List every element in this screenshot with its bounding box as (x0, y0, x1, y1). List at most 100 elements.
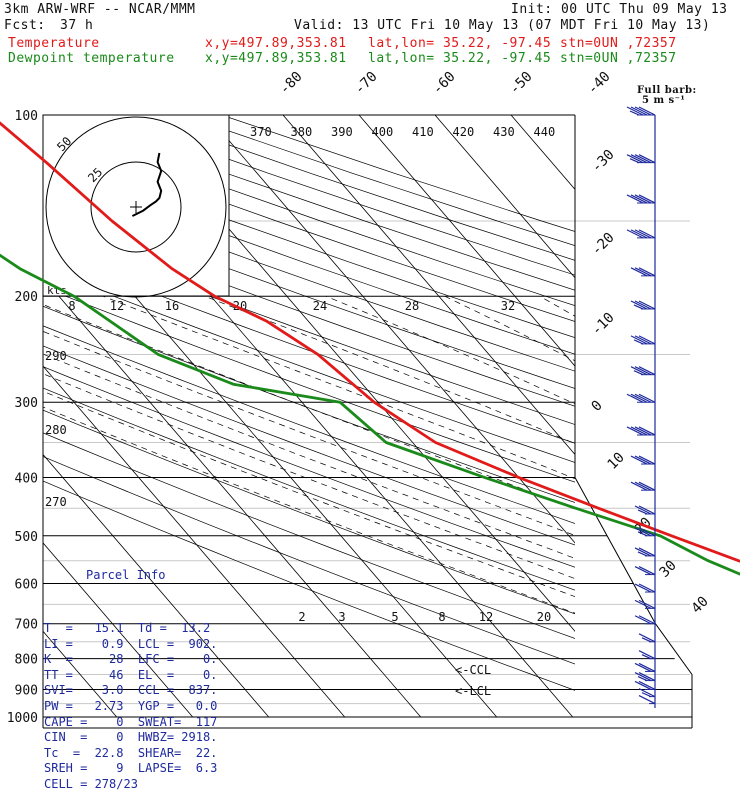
isotherm-line (511, 115, 740, 717)
barb-flag (639, 663, 655, 671)
barb-flag (635, 394, 651, 402)
pressure-tick-label: 200 (15, 290, 38, 305)
dry-adiabat (222, 115, 740, 730)
moist-adiabat (540, 296, 740, 730)
barb-flag (631, 268, 647, 276)
isotherm-label: -20 (589, 230, 618, 259)
isotherm-label: -60 (430, 69, 459, 98)
wind-barb (631, 482, 655, 490)
barb-flag (631, 107, 647, 115)
parcel-info-title: Parcel Info (44, 568, 230, 584)
barb-flag (631, 482, 647, 490)
barb-flag (635, 616, 651, 624)
isotherm-label: -70 (352, 69, 381, 98)
barb-half (638, 510, 647, 514)
barb-flag (635, 456, 651, 464)
pressure-tick-label: 900 (15, 683, 38, 698)
pressure-tick-label: 100 (15, 109, 38, 124)
pressure-tick-label: 800 (15, 653, 38, 668)
parcel-info-row: K = 28 LFC = 0. (44, 652, 230, 668)
wind-barb (639, 651, 655, 659)
barb-flag (635, 336, 651, 344)
theta-label: 430 (493, 125, 515, 139)
isotherm-line (283, 115, 740, 717)
mixing-ratio-label: 5 (391, 610, 398, 624)
wind-barb (635, 681, 655, 689)
barb-flag (639, 673, 655, 681)
barb-flag (635, 195, 651, 203)
wind-barb (635, 567, 655, 575)
moist-adiabat (326, 296, 740, 730)
barb-half (638, 677, 647, 681)
mixing-ratio-label: 2 (298, 610, 305, 624)
pressure-tick-label: 1000 (7, 711, 38, 726)
parcel-info-row: PW = 2.73 YGP = 0.0 (44, 699, 230, 715)
theta-label: 380 (291, 125, 313, 139)
hodograph-speed-label: 28 (405, 299, 419, 313)
parcel-info-row: CIN = 0 HWBZ= 2918. (44, 730, 230, 746)
right-border (575, 115, 692, 728)
barb-half (630, 111, 639, 115)
wind-barb (635, 506, 655, 514)
mixing-ratio-label: 8 (438, 610, 445, 624)
isotherm-label: 40 (689, 594, 712, 617)
barb-flag (635, 301, 651, 309)
barb-flag (635, 681, 651, 689)
wind-barb (639, 634, 655, 642)
barb-half (642, 693, 651, 697)
hodograph-speed-label: 12 (110, 299, 124, 313)
wind-barb (631, 456, 655, 464)
barb-flag (639, 482, 655, 490)
mixing-ratio-label: 20 (537, 610, 551, 624)
wind-barb (631, 301, 655, 309)
dry-adiabat (182, 115, 740, 730)
pressure-tick-label: 600 (15, 577, 38, 592)
barb-flag (639, 567, 655, 575)
barb-flag (635, 230, 651, 238)
theta-label: 270 (45, 495, 67, 509)
theta-label: 400 (372, 125, 394, 139)
wind-barb (635, 548, 655, 556)
wind-barb (631, 367, 655, 375)
isotherm-line (207, 115, 725, 717)
parcel-info-row: SVI= 3.0 CCL = 837. (44, 683, 230, 699)
barb-flag (635, 567, 651, 575)
barb-half (642, 655, 651, 659)
parcel-info-row: CELL = 278/23 (44, 777, 230, 793)
pressure-tick-label: 500 (15, 530, 38, 545)
isotherm-label: 0 (589, 398, 606, 415)
isotherm-line (587, 115, 740, 717)
wind-barb (635, 663, 655, 671)
wind-barb (627, 427, 655, 435)
ccl-annotation: <-CCL (455, 663, 491, 677)
pressure-tick-label: 400 (15, 471, 38, 486)
pressure-tick-label: 300 (15, 396, 38, 411)
barb-half (630, 159, 639, 163)
parcel-info-row: Tc = 22.8 SHEAR= 22. (44, 746, 230, 762)
barb-half (634, 340, 643, 344)
wind-barbs (627, 107, 655, 708)
barb-flag (635, 427, 651, 435)
parcel-info-row: CAPE = 0 SWEAT= 117 (44, 715, 230, 731)
barb-flag (639, 456, 655, 464)
barb-half (638, 552, 647, 556)
barb-flag (635, 663, 651, 671)
hodograph-speed-label: 16 (165, 299, 179, 313)
wind-barb (627, 107, 655, 115)
theta-label: 280 (45, 423, 67, 437)
wind-barb (631, 336, 655, 344)
hodograph-speed-label: 8 (68, 299, 75, 313)
mixing-ratio-label: 3 (338, 610, 345, 624)
pressure-tick-label: 700 (15, 618, 38, 633)
barb-flag (631, 394, 647, 402)
barb-flag (631, 230, 647, 238)
theta-label: 390 (331, 125, 353, 139)
hodograph-speed-label: 24 (313, 299, 327, 313)
barb-flag (639, 616, 655, 624)
barb-flag (639, 506, 655, 514)
barb-flag (639, 681, 655, 689)
theta-label: 440 (534, 125, 556, 139)
isotherm-label: -10 (589, 310, 618, 339)
